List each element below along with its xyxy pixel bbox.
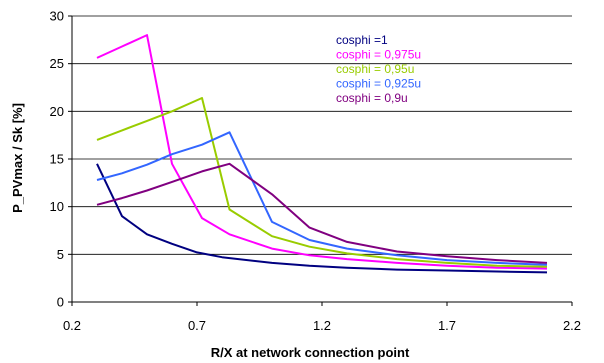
x-tick-label-0.2: 0.2: [63, 318, 81, 333]
x-tick-label-2.2: 2.2: [563, 318, 581, 333]
legend-entry-1: cosphi =1: [336, 33, 388, 47]
x-axis-label: R/X at network connection point: [211, 345, 410, 360]
x-tick-labels: 0.2 0.7 1.2 1.7 2.2: [63, 318, 581, 333]
y-tick-label-20: 20: [50, 104, 64, 119]
series-lines: [96, 34, 548, 274]
series-line-2: [96, 34, 548, 270]
x-tick-label-1.7: 1.7: [438, 318, 456, 333]
axes: [68, 15, 573, 306]
y-axis-label: P_PVmax / Sk [%]: [10, 103, 25, 213]
legend-entry-2: cosphi = 0,975u: [336, 48, 421, 62]
x-tick-label-1.2: 1.2: [313, 318, 331, 333]
y-tick-label-30: 30: [50, 9, 64, 24]
legend-entry-3: cosphi = 0,95u: [336, 62, 414, 76]
series-line-4: [96, 131, 548, 266]
y-tick-label-5: 5: [57, 247, 64, 262]
y-tick-labels: 0 5 10 15 20 25 30: [50, 9, 64, 310]
y-tick-label-15: 15: [50, 152, 64, 167]
y-tick-label-10: 10: [50, 199, 64, 214]
x-tick-label-0.7: 0.7: [188, 318, 206, 333]
y-tick-label-0: 0: [57, 295, 64, 310]
series-line-1: [96, 163, 548, 274]
legend-entry-5: cosphi = 0,9u: [336, 91, 408, 105]
gridlines: [72, 15, 572, 255]
series-line-5: [96, 162, 548, 264]
series-line-3: [96, 97, 548, 268]
y-tick-label-25: 25: [50, 56, 64, 71]
legend-entry-4: cosphi = 0,925u: [336, 77, 421, 91]
